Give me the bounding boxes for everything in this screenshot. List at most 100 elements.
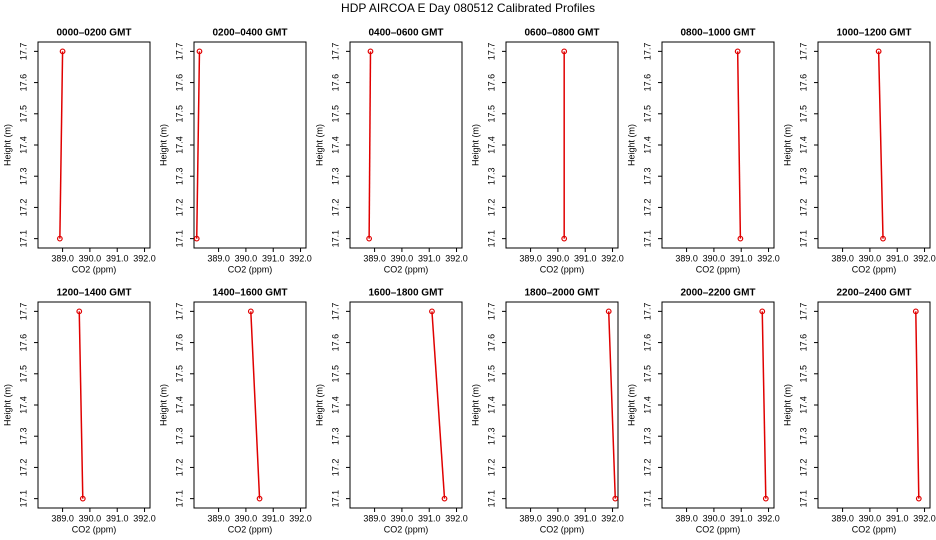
panel: 0000–0200 GMT 389.0 390.0 391.0 392.0 17.1 17.… [2,28,155,275]
profile-line [250,311,261,499]
y-tick-label: 17.7 [174,43,184,61]
y-axis-label: Height (m) [158,124,168,166]
y-tick-label: 17.2 [642,459,652,477]
x-axis-label: CO2 (ppm) [228,264,273,274]
y-tick-label: 17.6 [486,334,496,352]
y-tick-label: 17.7 [330,43,340,61]
x-tick-label: 389.0 [519,513,542,523]
y-tick-label: 17.2 [330,459,340,477]
profile-point [915,495,922,502]
x-tick-label: 391.0 [730,513,753,523]
x-axis-label: CO2 (ppm) [228,524,273,534]
x-tick-label: 390.0 [859,253,882,263]
y-tick-label: 17.3 [798,427,808,445]
x-tick-label: 390.0 [79,253,102,263]
y-axis-label: Height (m) [470,384,480,426]
x-axis-label: CO2 (ppm) [540,264,585,274]
y-tick-label: 17.6 [798,334,808,352]
y-tick-label: 17.2 [486,459,496,477]
y-axis-label: Height (m) [314,384,324,426]
profile-line [607,311,617,499]
profile-point [762,495,769,502]
profile-point [247,308,254,315]
y-tick-label: 17.7 [486,43,496,61]
profile-point [561,235,568,242]
y-tick-label: 17.4 [174,396,184,414]
profile-point [429,308,435,315]
panel: 1200–1400 GMT 389.0 390.0 391.0 392.0 17.1 17.… [2,288,155,535]
x-tick-label: 391.0 [262,513,285,523]
y-tick-label: 17.2 [330,199,340,217]
y-tick-label: 17.7 [642,303,652,321]
y-tick-label: 17.1 [798,230,808,248]
x-tick-label: 391.0 [262,253,285,263]
x-axis-label: CO2 (ppm) [696,264,741,274]
y-tick-label: 17.4 [18,136,28,154]
profile-point [366,235,373,242]
profile-point [441,495,448,502]
x-tick-label: 392.0 [133,513,156,523]
y-tick-label: 17.2 [174,459,184,477]
x-tick-label: 390.0 [703,253,726,263]
profile-line [368,51,372,239]
x-tick-label: 389.0 [363,253,386,263]
y-tick-label: 17.4 [18,396,28,414]
x-tick-label: 390.0 [703,513,726,523]
y-axis-label: Height (m) [158,384,168,426]
profile-point [880,235,886,242]
y-tick-label: 17.3 [18,427,28,445]
y-tick-label: 17.5 [330,365,340,383]
x-tick-label: 392.0 [445,253,468,263]
x-tick-label: 390.0 [235,253,258,263]
x-axis-label: CO2 (ppm) [852,524,897,534]
x-tick-label: 392.0 [445,513,468,523]
y-tick-label: 17.2 [798,459,808,477]
profile-line [59,51,64,239]
panel-title: 2000–2200 GMT [680,288,755,299]
profile-point [367,48,374,55]
y-tick-label: 17.7 [798,303,808,321]
y-tick-label: 17.1 [798,490,808,508]
y-tick-label: 17.4 [486,396,496,414]
x-tick-label: 389.0 [363,513,386,523]
x-tick-label: 390.0 [391,513,414,523]
profile-line [78,311,84,499]
x-tick-label: 389.0 [831,253,854,263]
panel: 1800–2000 GMT 389.0 390.0 391.0 392.0 17.1 17.… [470,288,623,535]
panel-title: 1400–1600 GMT [212,288,287,299]
y-tick-label: 17.7 [798,43,808,61]
y-tick-label: 17.6 [642,334,652,352]
x-tick-label: 391.0 [574,513,597,523]
y-tick-label: 17.4 [798,396,808,414]
y-tick-label: 17.3 [798,167,808,185]
x-tick-label: 390.0 [235,513,258,523]
y-tick-label: 17.3 [486,167,496,185]
x-tick-label: 389.0 [675,253,698,263]
y-tick-label: 17.6 [330,334,340,352]
y-tick-label: 17.4 [642,136,652,154]
y-tick-label: 17.1 [18,490,28,508]
y-tick-label: 17.6 [174,74,184,92]
profile-line [736,51,742,239]
x-tick-label: 391.0 [886,513,909,523]
profile-line [877,51,884,239]
x-tick-label: 392.0 [913,513,936,523]
x-axis-label: CO2 (ppm) [384,264,429,274]
y-axis-label: Height (m) [2,384,12,426]
y-tick-label: 17.1 [174,230,184,248]
profile-line [915,311,920,499]
x-tick-label: 389.0 [51,513,74,523]
figure-title: HDP AIRCOA E Day 080512 Calibrated Profi… [341,1,595,15]
x-tick-label: 392.0 [757,513,780,523]
y-tick-label: 17.4 [330,136,340,154]
profile-point [56,235,63,242]
panel: 2200–2400 GMT 389.0 390.0 391.0 392.0 17.1 17.… [782,288,935,535]
y-axis-label: Height (m) [626,124,636,166]
y-axis-label: Height (m) [782,124,792,166]
y-tick-label: 17.2 [18,199,28,217]
panel-title: 1000–1200 GMT [836,28,911,39]
y-tick-label: 17.6 [174,334,184,352]
y-tick-label: 17.3 [18,167,28,185]
y-axis-label: Height (m) [782,384,792,426]
